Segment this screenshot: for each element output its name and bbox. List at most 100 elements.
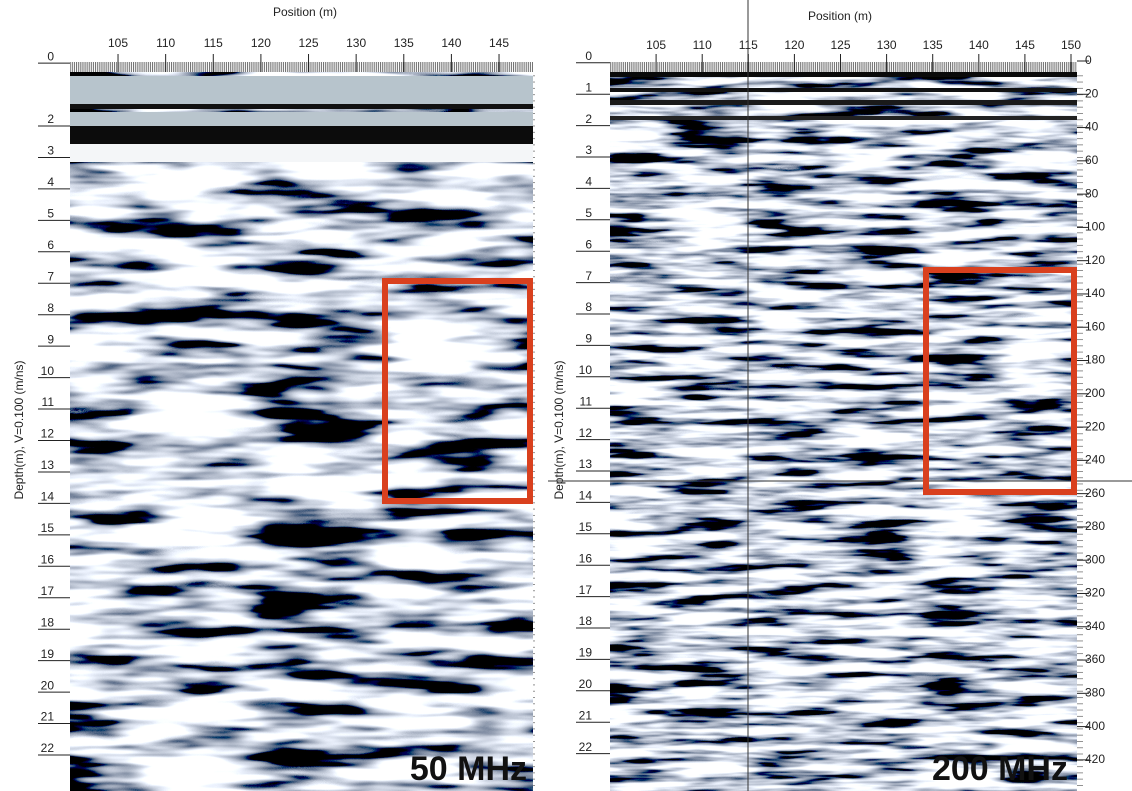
x-tick-label: 110	[156, 36, 175, 50]
y-tick-label: 9	[585, 332, 592, 346]
y-tick-label: 22	[579, 740, 593, 754]
time-tick-label: 60	[1085, 153, 1099, 167]
time-tick-label: 200	[1085, 386, 1105, 400]
time-tick-label: 300	[1085, 552, 1105, 566]
y-tick-label: 20	[579, 677, 593, 691]
y-axis-title: Depth(m), V=0.100 (m/ns)	[12, 360, 26, 499]
x-tick-label: 125	[299, 36, 319, 50]
y-axis-title: Depth(m), V=0.100 (m/ns)	[552, 360, 566, 499]
y-tick-label: 21	[41, 710, 55, 724]
time-tick-label: 100	[1085, 220, 1105, 234]
y-tick-label: 12	[579, 426, 593, 440]
time-tick-label: 380	[1085, 685, 1105, 699]
radargram	[70, 72, 533, 791]
ruler	[70, 62, 533, 72]
y-tick-label: 1	[585, 80, 592, 94]
x-tick-label: 130	[877, 38, 897, 52]
x-axis-title: Position (m)	[808, 9, 872, 23]
time-tick-label: 80	[1085, 186, 1099, 200]
y-tick-label: 5	[585, 206, 592, 220]
x-tick-label: 120	[251, 36, 271, 50]
surface-band	[610, 116, 1077, 120]
y-tick-label: 10	[41, 364, 55, 378]
x-tick-label: 105	[108, 36, 128, 50]
y-tick-label: 21	[579, 708, 593, 722]
y-tick-label: 14	[41, 490, 55, 504]
time-tick-label: 240	[1085, 453, 1105, 467]
ruler	[1077, 72, 1083, 791]
surface-band	[70, 104, 533, 109]
y-tick-label: 19	[579, 646, 593, 660]
y-tick-label: 20	[41, 678, 55, 692]
y-tick-label: 11	[580, 394, 593, 408]
radargram	[610, 72, 1077, 791]
y-tick-label: 15	[41, 521, 55, 535]
separator	[535, 0, 547, 791]
y-tick-label: 8	[585, 300, 592, 314]
time-tick-label: 0	[1085, 53, 1092, 67]
surface-band	[610, 88, 1077, 92]
y-tick-label: 0	[47, 49, 54, 63]
y-tick-label: 19	[41, 647, 55, 661]
x-tick-label: 140	[441, 36, 461, 50]
y-tick-label: 17	[41, 584, 55, 598]
y-tick-label: 18	[579, 614, 593, 628]
time-tick-label: 160	[1085, 319, 1105, 333]
y-tick-label: 2	[47, 112, 54, 126]
surface-band	[70, 112, 533, 126]
time-tick-label: 420	[1085, 752, 1105, 766]
surface-band	[70, 126, 533, 144]
y-tick-label: 17	[579, 583, 593, 597]
y-tick-label: 6	[585, 237, 592, 251]
x-axis-title: Position (m)	[273, 5, 337, 19]
time-tick-label: 220	[1085, 419, 1105, 433]
y-tick-label: 13	[579, 457, 593, 471]
y-tick-label: 4	[585, 175, 592, 189]
y-tick-label: 7	[47, 269, 54, 283]
y-tick-label: 3	[47, 144, 54, 158]
ruler	[610, 62, 1077, 72]
y-tick-label: 12	[41, 427, 55, 441]
x-tick-label: 130	[346, 36, 366, 50]
y-tick-label: 2	[585, 112, 592, 126]
y-tick-label: 8	[47, 301, 54, 315]
time-tick-label: 340	[1085, 619, 1105, 633]
time-tick-label: 180	[1085, 353, 1105, 367]
x-tick-label: 145	[489, 36, 509, 50]
y-tick-label: 9	[47, 332, 54, 346]
y-tick-label: 11	[42, 395, 55, 409]
x-tick-label: 135	[394, 36, 414, 50]
surface-band	[70, 76, 533, 104]
surface-band	[610, 72, 1077, 77]
highlight-box	[923, 267, 1077, 495]
highlight-box	[382, 278, 533, 504]
y-tick-label: 18	[41, 615, 55, 629]
time-tick-label: 140	[1085, 286, 1105, 300]
x-tick-label: 125	[830, 38, 850, 52]
x-tick-label: 150	[1061, 38, 1081, 52]
x-tick-label: 110	[693, 38, 712, 52]
time-tick-label: 120	[1085, 253, 1105, 267]
y-tick-label: 0	[585, 49, 592, 63]
y-tick-label: 16	[579, 551, 593, 565]
surface-band	[70, 144, 533, 162]
y-tick-label: 22	[41, 741, 55, 755]
y-tick-label: 16	[41, 552, 55, 566]
x-tick-label: 105	[646, 38, 666, 52]
x-tick-label: 135	[923, 38, 943, 52]
y-tick-label: 4	[47, 175, 54, 189]
x-tick-label: 115	[739, 38, 758, 52]
y-tick-label: 14	[579, 489, 593, 503]
time-tick-label: 40	[1085, 120, 1099, 134]
time-tick-label: 260	[1085, 486, 1105, 500]
time-tick-label: 400	[1085, 719, 1105, 733]
y-tick-label: 3	[585, 143, 592, 157]
x-tick-label: 145	[1015, 38, 1035, 52]
time-tick-label: 320	[1085, 586, 1105, 600]
y-tick-label: 7	[585, 269, 592, 283]
frequency-label: 50 MHz	[410, 750, 527, 788]
y-tick-label: 10	[579, 363, 593, 377]
time-tick-label: 20	[1085, 86, 1099, 100]
surface-band	[610, 100, 1077, 105]
